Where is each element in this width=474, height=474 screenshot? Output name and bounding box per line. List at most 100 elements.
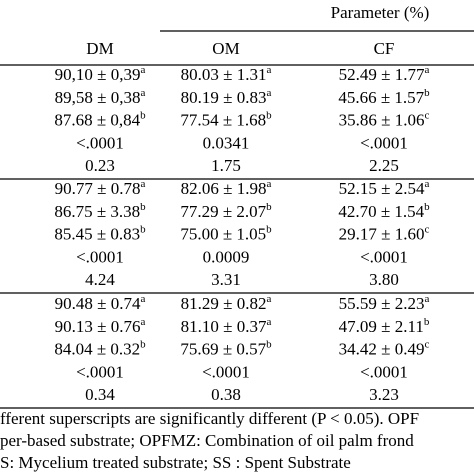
cell: 80.03 ± 1.31a [181, 64, 272, 84]
column-header: CF [374, 39, 395, 58]
cell-value: 90,10 ± 0,39 [55, 65, 141, 84]
cell-value: 90.77 ± 0.78 [55, 179, 141, 198]
cell: 29.17 ± 1.60c [339, 223, 430, 243]
parameter-header: Parameter (%) [331, 3, 430, 22]
cell: 47.09 ± 2.11b [339, 315, 430, 335]
cell-value: 84.04 ± 0.32 [54, 340, 140, 359]
column-header: OM [212, 39, 239, 58]
superscript: b [424, 200, 430, 212]
cell-value: 89,58 ± 0,38 [55, 88, 141, 107]
cell: 90.48 ± 0.74a [55, 293, 146, 313]
superscript: b [266, 200, 272, 212]
superscript: a [266, 178, 271, 190]
cell-value: 81.29 ± 0.82 [181, 294, 267, 313]
cell: 90,10 ± 0,39a [55, 64, 146, 84]
cell: 52.15 ± 2.54a [339, 178, 430, 198]
cell: 35.86 ± 1.06c [339, 109, 430, 129]
cell: 86.75 ± 3.38b [54, 200, 146, 220]
superscript: a [266, 64, 271, 76]
cell: 0.23 [85, 156, 115, 175]
cell: <.0001 [360, 362, 408, 381]
cell-value: 52.49 ± 1.77 [339, 65, 425, 84]
cell: 0.0341 [203, 133, 250, 152]
superscript: b [424, 315, 430, 327]
superscript: a [424, 64, 429, 76]
cell: 34.42 ± 0.49c [339, 338, 430, 358]
superscript: a [140, 178, 145, 190]
cell: 0.38 [211, 385, 241, 404]
cell: <.0001 [360, 133, 408, 152]
cell: 82.06 ± 1.98a [181, 178, 272, 198]
cell: 42.70 ± 1.54b [338, 200, 430, 220]
cell-value: 47.09 ± 2.11 [339, 317, 424, 336]
cell-value: 34.42 ± 0.49 [339, 340, 425, 359]
cell: 75.00 ± 1.05b [180, 223, 272, 243]
cell-value: 77.29 ± 2.07 [180, 202, 266, 221]
cell: <.0001 [202, 362, 250, 381]
cell: 55.59 ± 2.23a [339, 293, 430, 313]
cell: <.0001 [76, 247, 124, 266]
superscript: a [266, 86, 271, 98]
superscript: a [424, 293, 429, 305]
superscript: c [424, 109, 429, 121]
superscript: a [424, 178, 429, 190]
cell-value: 87.68 ± 0,84 [54, 111, 140, 130]
cell-value: 81.10 ± 0.37 [181, 317, 267, 336]
footnote: S: Mycelium treated substrate; SS : Spen… [0, 453, 351, 472]
superscript: b [140, 200, 146, 212]
superscript: a [266, 315, 271, 327]
superscript: a [140, 64, 145, 76]
superscript: a [266, 293, 271, 305]
cell-value: 85.45 ± 0.83 [54, 225, 140, 244]
cell: 1.75 [211, 156, 241, 175]
cell: <.0001 [360, 247, 408, 266]
cell: 90.77 ± 0.78a [55, 178, 146, 198]
cell-value: 80.19 ± 0.83 [181, 88, 267, 107]
cell: 77.54 ± 1.68b [180, 109, 272, 129]
superscript: b [424, 86, 430, 98]
superscript: b [140, 338, 146, 350]
cell: 4.24 [85, 270, 115, 289]
cell-value: 90.13 ± 0.76 [55, 317, 141, 336]
superscript: c [424, 338, 429, 350]
footnote: per-based substrate; OPFMZ: Combination … [0, 431, 414, 450]
cell: 3.31 [211, 270, 241, 289]
column-header: DM [86, 39, 113, 58]
footnote: fferent superscripts are significantly d… [0, 409, 419, 428]
cell: 89,58 ± 0,38a [55, 86, 146, 106]
cell-value: 35.86 ± 1.06 [339, 111, 425, 130]
cell-value: 90.48 ± 0.74 [55, 294, 141, 313]
superscript: a [140, 315, 145, 327]
cell-value: 80.03 ± 1.31 [181, 65, 267, 84]
superscript: b [266, 223, 272, 235]
cell: 0.0009 [203, 247, 250, 266]
cell: 87.68 ± 0,84b [54, 109, 146, 129]
cell: 80.19 ± 0.83a [181, 86, 272, 106]
superscript: a [140, 86, 145, 98]
cell: 52.49 ± 1.77a [339, 64, 430, 84]
cell-value: 55.59 ± 2.23 [339, 294, 425, 313]
cell: 90.13 ± 0.76a [55, 315, 146, 335]
cell-value: 75.00 ± 1.05 [180, 225, 266, 244]
cell-value: 52.15 ± 2.54 [339, 179, 425, 198]
cell: 3.80 [369, 270, 399, 289]
superscript: a [140, 293, 145, 305]
cell-value: 45.66 ± 1.57 [338, 88, 424, 107]
superscript: b [140, 223, 146, 235]
cell: 75.69 ± 0.57b [180, 338, 272, 358]
cell: 81.10 ± 0.37a [181, 315, 272, 335]
superscript: b [266, 338, 272, 350]
cell: 81.29 ± 0.82a [181, 293, 272, 313]
cell: 2.25 [369, 156, 399, 175]
cell-value: 82.06 ± 1.98 [181, 179, 267, 198]
superscript: b [140, 109, 146, 121]
cell-value: 42.70 ± 1.54 [338, 202, 424, 221]
cell: 3.23 [369, 385, 399, 404]
cell: 0.34 [85, 385, 115, 404]
cell: 77.29 ± 2.07b [180, 200, 272, 220]
cell-value: 75.69 ± 0.57 [180, 340, 266, 359]
cell: <.0001 [76, 362, 124, 381]
superscript: b [266, 109, 272, 121]
